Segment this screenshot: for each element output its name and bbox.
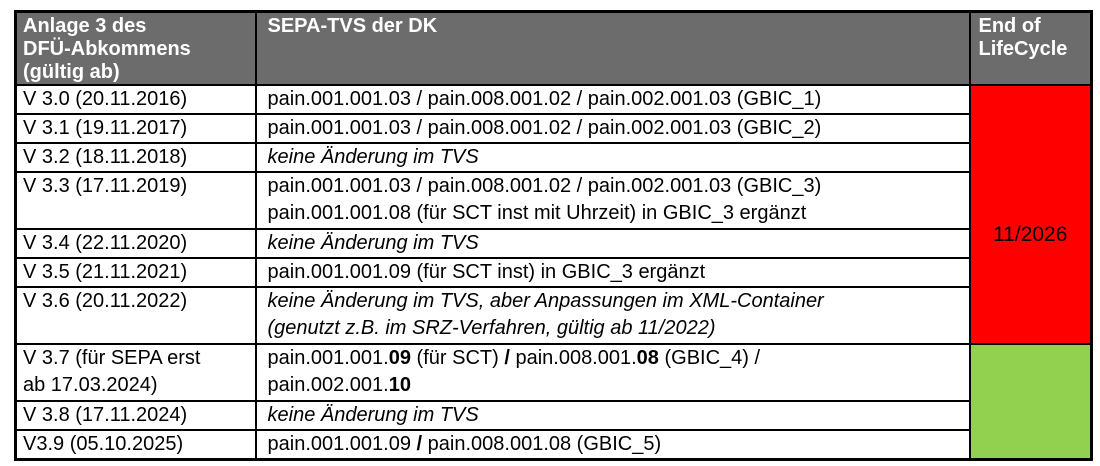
dfue-sepa-tvs-table-container: Anlage 3 des DFÜ-Abkommens (gültig ab) S… — [14, 10, 1093, 461]
tvs-cell: pain.001.001.03 / pain.008.001.02 / pain… — [254, 113, 971, 144]
version-cell: V 3.2 (18.11.2018) — [14, 142, 257, 173]
tvs-text-segment: pain.001.001. — [267, 347, 389, 369]
version-cell: V 3.7 (für SEPA erst ab 17.03.2024) — [14, 343, 257, 402]
table-row-v3-7: V 3.7 (für SEPA erst ab 17.03.2024) pain… — [14, 343, 1093, 461]
tvs-text-segment: pain.001.001.09 — [267, 433, 417, 455]
table-row-v3-5: V 3.5 (21.11.2021) pain.001.001.09 (für … — [14, 257, 1092, 288]
header-col-end-of-lifecycle: End of LifeCycle — [968, 10, 1093, 86]
table-row-v3-9: V3.9 (05.10.2025) pain.001.001.09 / pain… — [14, 429, 1092, 461]
eol-cell-red: 11/2026 — [968, 84, 1093, 345]
header-col-anlage: Anlage 3 des DFÜ-Abkommens (gültig ab) — [14, 10, 257, 86]
version-cell: V 3.4 (22.11.2020) — [14, 228, 257, 259]
table-row-v3-4: V 3.4 (22.11.2020) keine Änderung im TVS — [14, 228, 1092, 259]
version-cell: V 3.3 (17.11.2019) — [14, 171, 257, 230]
tvs-text-segment: pain.008.001. — [509, 347, 637, 369]
tvs-cell: pain.001.001.09 / pain.008.001.08 (GBIC_… — [254, 429, 971, 461]
tvs-text-segment-bold: / — [504, 347, 510, 369]
tvs-cell: keine Änderung im TVS — [254, 228, 971, 259]
table-row-v3-1: V 3.1 (19.11.2017) pain.001.001.03 / pai… — [14, 113, 1092, 144]
tvs-cell: keine Änderung im TVS, aber Anpassungen … — [254, 286, 971, 345]
table-row-v3-2: V 3.2 (18.11.2018) keine Änderung im TVS — [14, 142, 1092, 173]
version-cell: V 3.5 (21.11.2021) — [14, 257, 257, 288]
sepa-tvs-version-table: Anlage 3 des DFÜ-Abkommens (gültig ab) S… — [14, 10, 1093, 461]
tvs-text-segment: pain.002.001. — [267, 374, 389, 396]
tvs-cell: keine Änderung im TVS — [254, 400, 971, 431]
table-row-v3-8: V 3.8 (17.11.2024) keine Änderung im TVS — [14, 400, 1092, 431]
table-row-v3-3: V 3.3 (17.11.2019) pain.001.001.03 / pai… — [14, 171, 1092, 230]
tvs-text-segment-bold: 08 — [636, 347, 659, 369]
tvs-cell: keine Änderung im TVS — [254, 142, 971, 173]
tvs-text-segment: pain.008.001.08 (GBIC_5) — [422, 433, 662, 455]
version-cell: V3.9 (05.10.2025) — [14, 429, 257, 461]
tvs-cell: pain.001.001.03 / pain.008.001.02 / pain… — [254, 84, 971, 115]
eol-cell-green — [968, 343, 1093, 461]
version-cell: V 3.8 (17.11.2024) — [14, 400, 257, 431]
header-col-sepa-tvs: SEPA-TVS der DK — [254, 10, 971, 86]
header-row: Anlage 3 des DFÜ-Abkommens (gültig ab) S… — [14, 10, 1093, 86]
version-cell: V 3.6 (20.11.2022) — [14, 286, 257, 345]
tvs-text-segment-bold: 10 — [388, 374, 411, 396]
tvs-text-segment-bold: 09 — [388, 347, 411, 369]
tvs-cell: pain.001.001.03 / pain.008.001.02 / pain… — [254, 171, 971, 230]
version-cell: V 3.1 (19.11.2017) — [14, 113, 257, 144]
tvs-text-segment: (für SCT) — [410, 347, 505, 369]
tvs-text-segment-bold: / — [416, 433, 423, 455]
tvs-cell: pain.001.001.09 (für SCT) / pain.008.001… — [254, 343, 971, 402]
table-row-v3-6: V 3.6 (20.11.2022) keine Änderung im TVS… — [14, 286, 1092, 345]
tvs-text-segment: (GBIC_4) / — [658, 347, 761, 369]
tvs-cell: pain.001.001.09 (für SCT inst) in GBIC_3… — [254, 257, 971, 288]
version-cell: V 3.0 (20.11.2016) — [14, 84, 257, 115]
table-row-v3-0: V 3.0 (20.11.2016) pain.001.001.03 / pai… — [14, 84, 1093, 345]
